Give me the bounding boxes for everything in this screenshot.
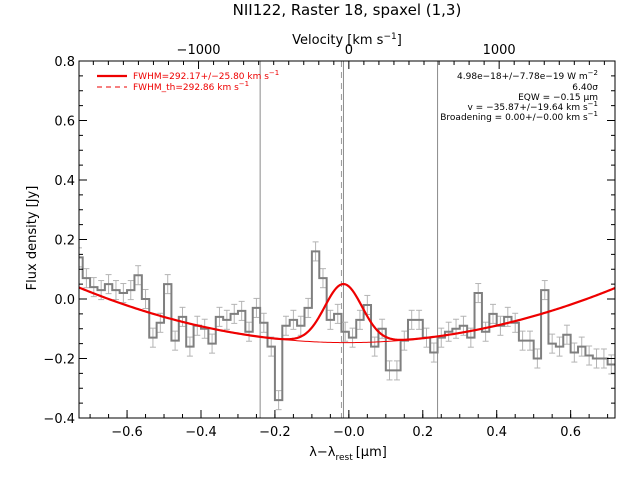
plot-area xyxy=(79,61,615,418)
annotation-flux: 4.98e−18+/−7.78e−19 W m−2 xyxy=(457,69,598,82)
top-tick-label: 1000 xyxy=(483,43,516,58)
y-tick-label: 0.6 xyxy=(54,115,75,130)
y-tick-label: −0.2 xyxy=(43,353,75,368)
annotation-sigma: 6.40σ xyxy=(572,83,598,93)
x-tick-label: 0.4 xyxy=(486,425,507,440)
y-tick-label: 0.4 xyxy=(54,174,75,189)
fit-annotations: 4.98e−18+/−7.78e−19 W m−2 6.40σ EQW = −0… xyxy=(440,69,598,123)
plot-frame xyxy=(78,60,616,419)
x-tick-label: 0.6 xyxy=(560,425,581,440)
y-tick-label: 0.2 xyxy=(54,234,75,249)
top-tick-label: −1000 xyxy=(177,43,221,58)
x-tick-label: 0.2 xyxy=(412,425,433,440)
legend: FWHM=292.17+/−25.80 km s−1 FWHM_th=292.8… xyxy=(97,69,279,93)
annotation-velocity: v = −35.87+/−19.64 km s−1 xyxy=(468,100,599,113)
top-tick-label: 0 xyxy=(345,43,353,58)
legend-th-label: FWHM_th=292.86 km s−1 xyxy=(133,80,249,93)
y-axis-label: Flux density [Jy] xyxy=(25,186,40,291)
chart-title: NII122, Raster 18, spaxel (1,3) xyxy=(233,1,462,19)
y-tick-label: 0.8 xyxy=(54,55,75,70)
x-axis-label: λ−λrest [μm] xyxy=(309,445,387,463)
legend-fit-label: FWHM=292.17+/−25.80 km s−1 xyxy=(133,69,279,82)
y-tick-label: 0.0 xyxy=(54,293,75,308)
total-fit-line xyxy=(79,282,615,341)
annotation-broadening: Broadening = 0.00+/−0.00 km s−1 xyxy=(440,110,598,123)
y-tick-label: −0.4 xyxy=(43,412,75,427)
x-tick-label: −0.0 xyxy=(333,425,365,440)
plot-content xyxy=(79,61,615,418)
x-tick-label: −0.4 xyxy=(185,425,217,440)
top-axis-label: Velocity [km s−1] xyxy=(292,32,402,48)
x-tick-label: −0.2 xyxy=(259,425,291,440)
annotation-eqw: EQW = −0.15 μm xyxy=(518,93,598,103)
x-tick-label: −0.6 xyxy=(111,425,143,440)
axis-ticks: −0.6 −0.4 −0.2 −0.0 0.2 0.4 0.6 −0.4 −0.2 0.0 0.2 0… xyxy=(43,43,615,440)
spectrum-step-line xyxy=(79,250,615,402)
